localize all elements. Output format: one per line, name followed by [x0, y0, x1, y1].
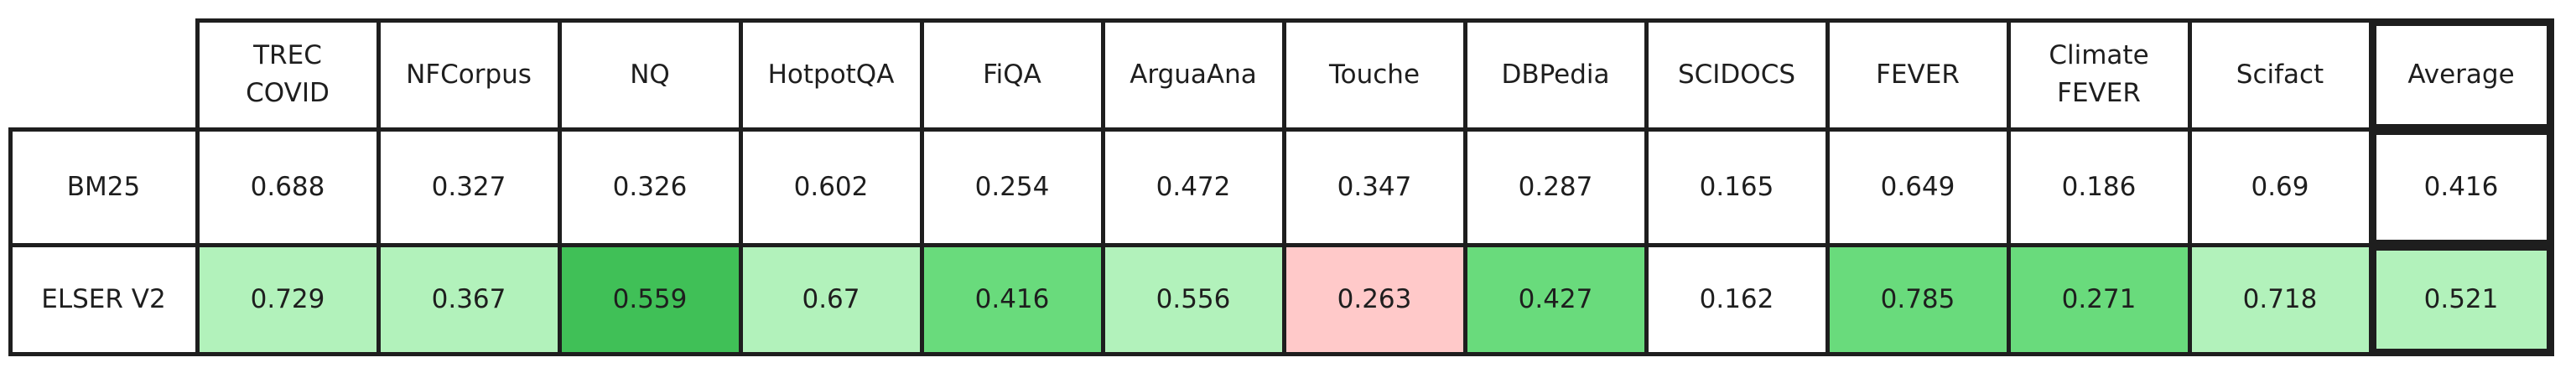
- column-header: Touche: [1281, 18, 1467, 132]
- table-cell: 0.326: [557, 127, 743, 247]
- column-header: Climate FEVER: [2006, 18, 2192, 132]
- table-cell: 0.472: [1100, 127, 1286, 247]
- table-cell: 0.67: [738, 242, 924, 356]
- column-header: DBPedia: [1462, 18, 1649, 132]
- table-cell: 0.521: [2368, 242, 2554, 356]
- column-header: Scifact: [2187, 18, 2373, 132]
- column-header: NFCorpus: [376, 18, 562, 132]
- table-cell: 0.602: [738, 127, 924, 247]
- table-cell: 0.367: [376, 242, 562, 356]
- column-header: Average: [2368, 18, 2554, 132]
- table-cell: 0.416: [919, 242, 1105, 356]
- table-cell: 0.416: [2368, 127, 2554, 247]
- table-cell: 0.718: [2187, 242, 2373, 356]
- table-cell: 0.688: [195, 127, 381, 247]
- row-label: ELSER V2: [8, 242, 200, 356]
- table-cell: 0.729: [195, 242, 381, 356]
- table-cell: 0.327: [376, 127, 562, 247]
- table-cell: 0.287: [1462, 127, 1649, 247]
- column-header: ArguaAna: [1100, 18, 1286, 132]
- table-cell: 0.347: [1281, 127, 1467, 247]
- table-cell: 0.162: [1644, 242, 1830, 356]
- column-header: SCIDOCS: [1644, 18, 1830, 132]
- column-header: NQ: [557, 18, 743, 132]
- table-cell: 0.559: [557, 242, 743, 356]
- column-header: FiQA: [919, 18, 1105, 132]
- table-cell: 0.271: [2006, 242, 2192, 356]
- corner-blank: [8, 18, 200, 132]
- table-cell: 0.165: [1644, 127, 1830, 247]
- row-label: BM25: [8, 127, 200, 247]
- table-cell: 0.427: [1462, 242, 1649, 356]
- table-cell: 0.263: [1281, 242, 1467, 356]
- table-cell: 0.785: [1825, 242, 2011, 356]
- table-cell: 0.69: [2187, 127, 2373, 247]
- results-table: TREC COVID NFCorpus NQ HotpotQA FiQA ArguaAna…: [8, 18, 2554, 356]
- column-header: HotpotQA: [738, 18, 924, 132]
- column-header: TREC COVID: [195, 18, 381, 132]
- table-cell: 0.649: [1825, 127, 2011, 247]
- table-cell: 0.254: [919, 127, 1105, 247]
- table-cell: 0.556: [1100, 242, 1286, 356]
- table-cell: 0.186: [2006, 127, 2192, 247]
- column-header: FEVER: [1825, 18, 2011, 132]
